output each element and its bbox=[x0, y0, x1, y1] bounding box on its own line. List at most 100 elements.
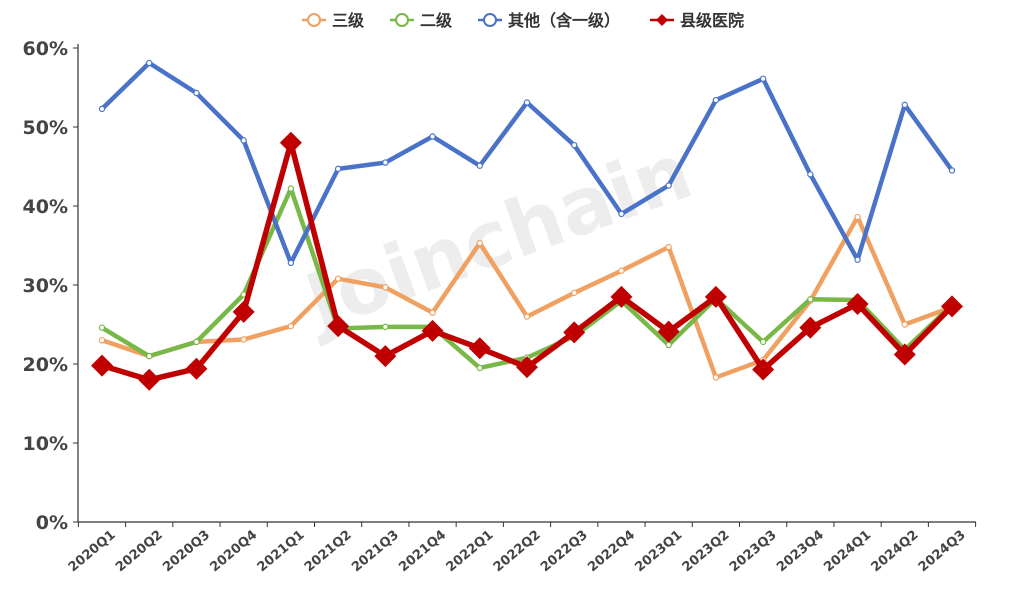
legend-marker bbox=[307, 13, 321, 27]
data-point bbox=[382, 284, 389, 291]
data-point bbox=[665, 243, 672, 251]
x-tick-label: 2020Q4 bbox=[207, 528, 260, 576]
x-tick-label: 2021Q4 bbox=[396, 528, 449, 576]
series-layer bbox=[91, 59, 963, 391]
data-point bbox=[704, 285, 727, 308]
data-point bbox=[523, 99, 531, 106]
data-point bbox=[799, 316, 822, 339]
data-point bbox=[185, 357, 208, 380]
legend-label: 三级 bbox=[332, 11, 365, 30]
data-point bbox=[571, 289, 578, 297]
data-point bbox=[807, 296, 814, 303]
data-point bbox=[146, 352, 153, 360]
x-tick-label: 2024Q1 bbox=[821, 528, 874, 576]
y-tick-label: 50% bbox=[23, 117, 68, 139]
legend-item: 三级 bbox=[302, 11, 365, 30]
x-tick-label: 2022Q2 bbox=[491, 528, 544, 576]
x-tick-label: 2020Q1 bbox=[66, 528, 119, 576]
data-point bbox=[752, 358, 775, 381]
data-point bbox=[610, 285, 633, 308]
data-point bbox=[516, 356, 538, 379]
legend-label: 县级医院 bbox=[680, 11, 744, 30]
data-point bbox=[759, 338, 767, 346]
x-tick-label: 2021Q2 bbox=[302, 528, 355, 576]
legend-item: 县级医院 bbox=[650, 11, 744, 30]
legend-marker bbox=[483, 13, 497, 27]
x-tick-label: 2021Q3 bbox=[349, 528, 402, 576]
x-tick-label: 2023Q1 bbox=[632, 528, 685, 576]
data-point bbox=[382, 323, 389, 331]
x-tick-label: 2023Q3 bbox=[727, 528, 780, 576]
data-point bbox=[429, 133, 436, 140]
legend-item: 二级 bbox=[390, 11, 453, 30]
legend-label: 二级 bbox=[420, 11, 453, 30]
data-point bbox=[657, 320, 680, 343]
data-point bbox=[327, 315, 350, 338]
data-point bbox=[138, 368, 161, 391]
y-tick-label: 0% bbox=[36, 512, 68, 534]
data-point bbox=[712, 374, 720, 381]
y-tick-label: 20% bbox=[23, 354, 68, 376]
data-point bbox=[665, 182, 672, 189]
x-tick-label: 2020Q3 bbox=[160, 528, 213, 576]
data-point bbox=[893, 343, 916, 366]
x-tick-label: 2024Q2 bbox=[869, 528, 922, 576]
data-point bbox=[91, 354, 113, 377]
legend-marker bbox=[395, 13, 409, 27]
data-point bbox=[476, 364, 483, 372]
y-tick-label: 10% bbox=[23, 433, 68, 455]
data-point bbox=[98, 105, 106, 113]
axes: 0%10%20%30%40%50%60%2020Q12020Q22020Q320… bbox=[23, 38, 977, 576]
data-point bbox=[901, 101, 908, 109]
data-point bbox=[98, 324, 106, 331]
data-point bbox=[712, 96, 720, 104]
data-point bbox=[382, 159, 389, 166]
data-point bbox=[476, 162, 483, 169]
x-tick-label: 2021Q1 bbox=[255, 528, 308, 576]
data-point bbox=[476, 239, 483, 247]
data-point bbox=[846, 292, 869, 315]
x-tick-label: 2022Q3 bbox=[538, 528, 591, 576]
series-3 bbox=[91, 131, 963, 391]
data-point bbox=[193, 89, 200, 97]
data-point bbox=[429, 309, 436, 316]
legend-label: 其他（含一级） bbox=[508, 11, 620, 30]
x-tick-label: 2022Q1 bbox=[444, 528, 497, 576]
data-point bbox=[563, 321, 586, 344]
legend-item: 其他（含一级） bbox=[478, 11, 620, 30]
data-point bbox=[854, 213, 861, 221]
x-tick-label: 2023Q2 bbox=[680, 528, 733, 576]
data-point bbox=[334, 275, 342, 282]
data-point bbox=[948, 167, 956, 174]
data-point bbox=[941, 295, 963, 318]
data-point bbox=[287, 322, 295, 330]
legend: 三级 二级 其他（含一级） 县级医院 bbox=[302, 11, 744, 30]
data-point bbox=[618, 210, 625, 218]
y-tick-label: 40% bbox=[23, 196, 68, 218]
data-point bbox=[287, 259, 295, 267]
y-tick-label: 60% bbox=[23, 38, 68, 60]
data-point bbox=[334, 165, 342, 173]
data-point bbox=[146, 59, 153, 67]
data-point bbox=[759, 75, 767, 83]
x-tick-label: 2020Q2 bbox=[113, 528, 166, 576]
data-point bbox=[854, 256, 861, 263]
data-point bbox=[287, 185, 295, 192]
x-tick-label: 2022Q4 bbox=[585, 528, 638, 576]
x-tick-label: 2024Q3 bbox=[916, 528, 969, 576]
data-point bbox=[98, 337, 106, 344]
x-tick-label: 2023Q4 bbox=[774, 528, 827, 576]
y-tick-label: 30% bbox=[23, 275, 68, 297]
data-point bbox=[232, 300, 255, 323]
series-2 bbox=[98, 59, 956, 267]
data-point bbox=[571, 141, 578, 149]
data-point bbox=[240, 137, 247, 144]
data-point bbox=[665, 341, 672, 349]
data-point bbox=[421, 319, 444, 342]
data-point bbox=[523, 313, 531, 320]
data-point bbox=[374, 345, 397, 368]
legend-marker bbox=[656, 14, 668, 26]
data-point bbox=[618, 267, 625, 274]
data-point bbox=[279, 131, 302, 154]
